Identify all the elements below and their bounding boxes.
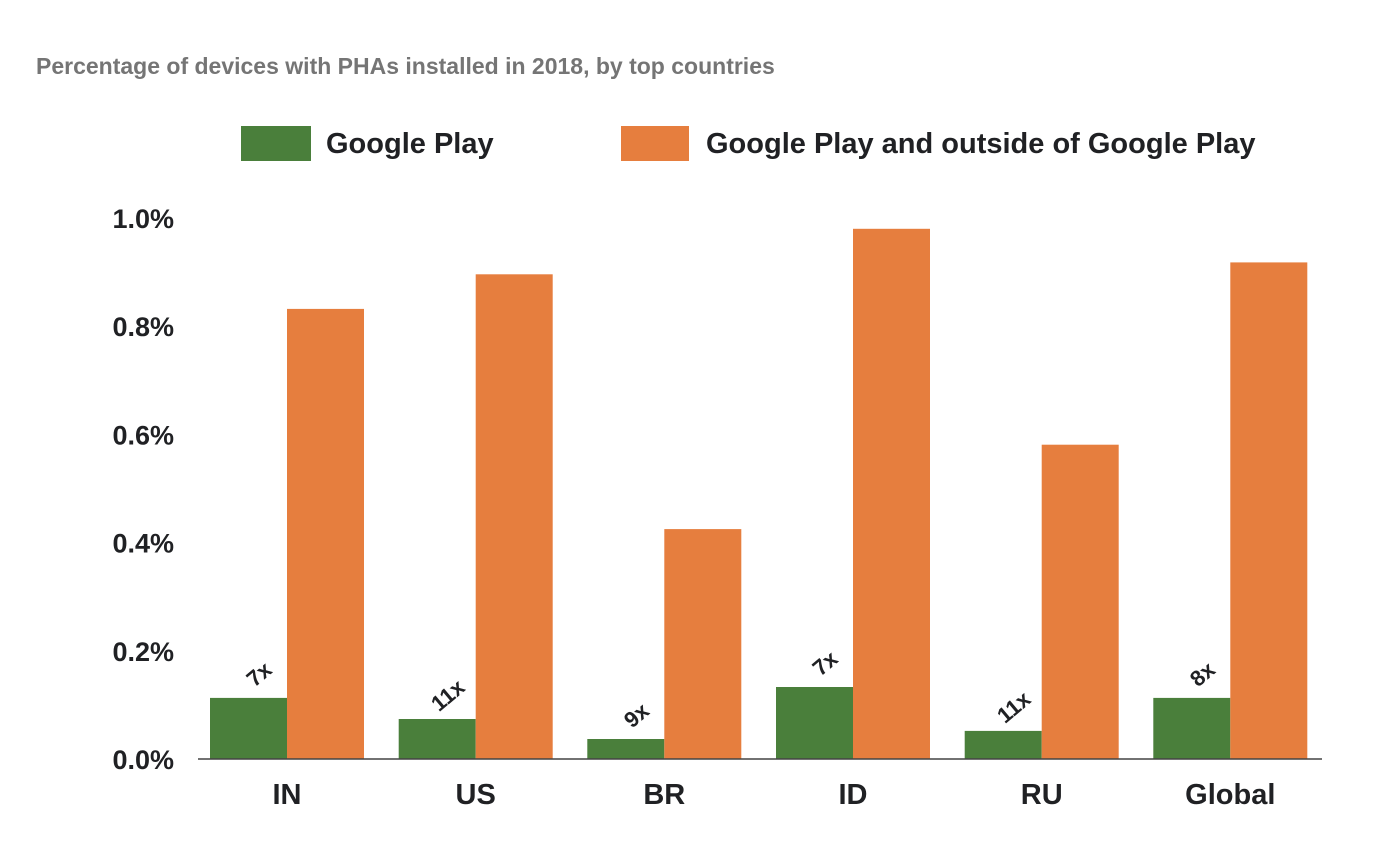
ratio-label-ru: 11x bbox=[992, 686, 1036, 728]
x-tick-label-ru: RU bbox=[1021, 779, 1063, 811]
x-tick-label-in: IN bbox=[273, 779, 302, 811]
legend: Google Play Google Play and outside of G… bbox=[241, 126, 1255, 161]
y-axis: 0.0% 0.2% 0.4% 0.6% 0.8% 1.0% bbox=[112, 204, 174, 775]
y-tick-label: 0.0% bbox=[112, 745, 174, 775]
bar-ru-series-1 bbox=[1041, 444, 1119, 759]
x-axis: IN US BR ID RU Global bbox=[273, 779, 1276, 811]
legend-label-google-play-and-outside: Google Play and outside of Google Play bbox=[706, 128, 1255, 160]
y-tick-label: 0.2% bbox=[112, 637, 174, 667]
bar-global-series-1 bbox=[1230, 262, 1308, 759]
y-tick-label: 0.4% bbox=[112, 529, 174, 559]
ratio-label-br: 9x bbox=[619, 697, 654, 732]
bar-in-series-0 bbox=[210, 697, 287, 759]
bar-us-series-1 bbox=[475, 274, 553, 759]
bar-global-series-0 bbox=[1153, 697, 1231, 759]
chart-title: Percentage of devices with PHAs installe… bbox=[36, 53, 775, 79]
bar-br-series-0 bbox=[587, 739, 665, 759]
y-tick-label: 0.8% bbox=[112, 312, 174, 342]
legend-swatch-google-play bbox=[241, 126, 311, 161]
ratio-label-in: 7x bbox=[242, 656, 277, 691]
bar-id-series-0 bbox=[776, 687, 853, 759]
y-tick-label: 0.6% bbox=[112, 420, 174, 450]
x-tick-label-us: US bbox=[456, 779, 496, 811]
x-tick-label-br: BR bbox=[643, 779, 685, 811]
ratio-label-us: 11x bbox=[426, 674, 470, 716]
x-tick-label-global: Global bbox=[1185, 779, 1275, 811]
ratio-label-id: 7x bbox=[808, 645, 843, 680]
bar-in-series-1 bbox=[287, 308, 364, 759]
legend-label-google-play: Google Play bbox=[326, 128, 494, 160]
ratio-label-global: 8x bbox=[1185, 656, 1220, 691]
bar-ru-series-0 bbox=[964, 730, 1042, 759]
bar-us-series-0 bbox=[398, 719, 476, 759]
bars bbox=[210, 228, 1308, 760]
bar-id-series-1 bbox=[853, 228, 930, 760]
legend-swatch-google-play-and-outside bbox=[621, 126, 689, 161]
bar-br-series-1 bbox=[664, 529, 742, 759]
y-tick-label: 1.0% bbox=[112, 204, 174, 234]
x-tick-label-id: ID bbox=[839, 779, 868, 811]
